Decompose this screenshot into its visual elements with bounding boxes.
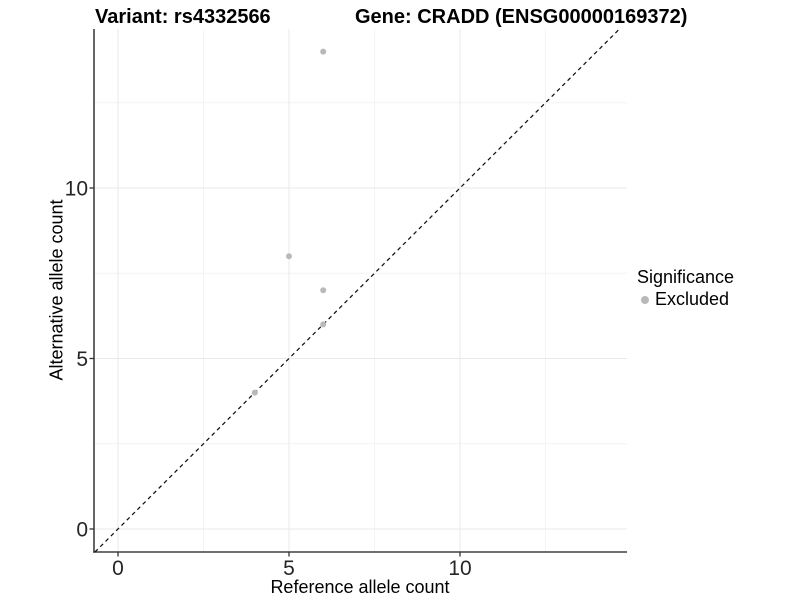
y-tick-label: 0 xyxy=(76,519,88,542)
x-tick-label: 0 xyxy=(112,557,124,580)
gene-title: Gene: CRADD (ENSG00000169372) xyxy=(355,6,688,28)
data-point xyxy=(320,287,327,294)
legend-item-label: Excluded xyxy=(655,289,730,309)
y-tick-label: 5 xyxy=(76,348,88,371)
x-tick-label: 5 xyxy=(283,557,295,580)
data-point xyxy=(320,321,327,328)
x-axis-title: Reference allele count xyxy=(270,577,450,597)
data-point xyxy=(286,253,292,260)
y-tick-label: 10 xyxy=(65,178,88,201)
data-point xyxy=(251,389,258,396)
y-axis-title: Alternative allele count xyxy=(46,199,67,381)
identity-dashed-line xyxy=(94,28,620,553)
legend-item-excluded: Excluded xyxy=(637,289,734,310)
data-point xyxy=(320,48,327,55)
legend-title: Significance xyxy=(637,267,735,287)
legend: Significance Excluded xyxy=(637,267,734,310)
variant-title: Variant: rs4332566 xyxy=(95,6,271,28)
x-tick-label: 10 xyxy=(448,557,471,580)
excluded-point-icon xyxy=(641,295,649,304)
